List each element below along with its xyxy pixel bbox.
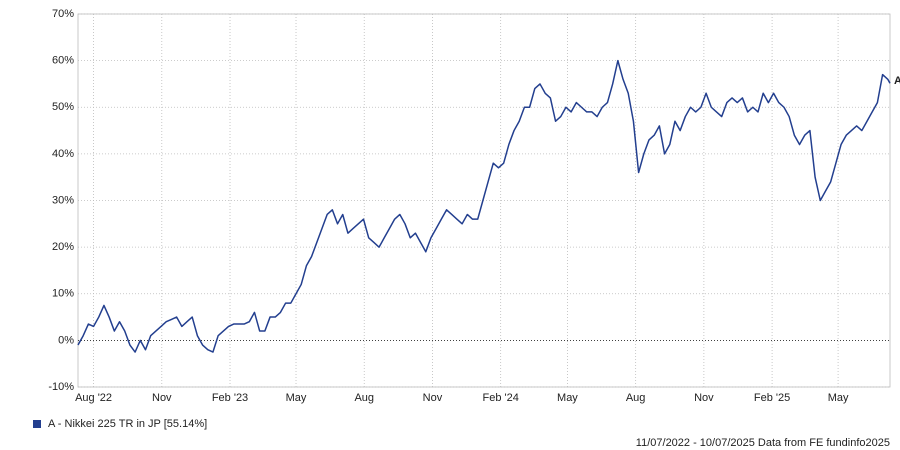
series-line xyxy=(77,59,891,353)
x-tick-label: Aug xyxy=(626,392,646,404)
end-label: A xyxy=(894,75,900,87)
x-tick-label: Nov xyxy=(152,392,172,404)
x-tick-label: Nov xyxy=(423,392,443,404)
y-tick-label: 40% xyxy=(52,148,74,160)
x-tick-label: Feb '24 xyxy=(483,392,519,404)
x-tick-label: May xyxy=(557,392,578,404)
legend-label: A - Nikkei 225 TR in JP [55.14%] xyxy=(48,418,207,430)
y-tick-label: -10% xyxy=(48,381,74,393)
y-tick-label: 50% xyxy=(52,101,74,113)
x-tick-label: May xyxy=(828,392,849,404)
y-tick-label: 70% xyxy=(52,8,74,20)
x-tick-label: Nov xyxy=(694,392,714,404)
y-tick-label: 60% xyxy=(52,55,74,67)
y-tick-label: 20% xyxy=(52,241,74,253)
x-tick-label: Feb '25 xyxy=(754,392,790,404)
y-tick-label: 10% xyxy=(52,288,74,300)
x-tick-label: May xyxy=(286,392,307,404)
x-tick-label: Feb '23 xyxy=(212,392,248,404)
footer: 11/07/2022 - 10/07/2025 Data from FE fun… xyxy=(636,437,890,449)
legend-swatch xyxy=(33,420,41,428)
x-tick-label: Aug '22 xyxy=(75,392,112,404)
y-tick-label: 30% xyxy=(52,194,74,206)
y-tick-label: 0% xyxy=(58,334,74,346)
x-tick-label: Aug xyxy=(354,392,374,404)
